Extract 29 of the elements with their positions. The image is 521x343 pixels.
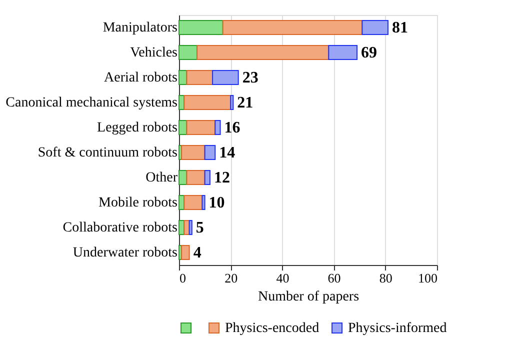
x-tick-label: 80 (379, 270, 392, 286)
y-tick-label: Manipulators (102, 20, 178, 36)
legend-label: Physics-encoded (225, 321, 320, 336)
y-tick-label: Underwater robots (72, 246, 178, 260)
y-tick-label: Soft & continuum robots (38, 146, 178, 160)
y-tick-label: Other (146, 170, 178, 186)
total-label: 81 (392, 20, 408, 36)
total-label: 4 (193, 244, 202, 262)
y-tick-label: Aerial robots (104, 70, 178, 86)
y-tick-label: Canonical mechanical systems (6, 96, 178, 110)
total-label: 5 (196, 220, 204, 236)
legend-label: Physics-informed (348, 321, 447, 336)
x-tick-label: 20 (224, 270, 238, 286)
x-tick-label: 40 (276, 270, 290, 286)
x-tick-label: 100 (418, 270, 438, 286)
total-label: 12 (214, 170, 230, 186)
total-label: 21 (237, 94, 254, 112)
total-label: 16 (224, 120, 240, 136)
y-tick-label: Vehicles (130, 46, 178, 60)
y-tick-label: Legged robots (97, 120, 178, 136)
total-label: 23 (242, 70, 258, 86)
y-tick-label: Mobile robots (98, 196, 178, 210)
total-label: 14 (219, 144, 236, 162)
x-tick-label: 0 (180, 270, 186, 286)
total-label: 10 (208, 194, 225, 212)
x-tick-label: 60 (328, 270, 341, 286)
y-tick-label: Collaborative robots (62, 220, 178, 236)
x-axis-title: Number of papers (258, 290, 360, 304)
total-label: 69 (361, 44, 378, 62)
